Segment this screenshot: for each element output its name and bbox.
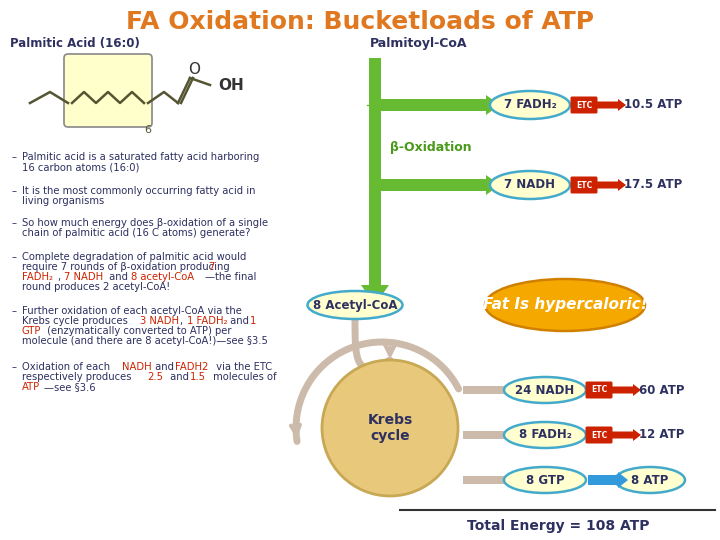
Text: ETC: ETC: [591, 386, 607, 395]
Polygon shape: [361, 285, 389, 305]
Text: 8 Acetyl-CoA: 8 Acetyl-CoA: [312, 299, 397, 312]
Text: respectively produces: respectively produces: [22, 372, 135, 382]
Ellipse shape: [307, 291, 402, 319]
Text: 1.5: 1.5: [190, 372, 206, 382]
Text: 16 carbon atoms (16:0): 16 carbon atoms (16:0): [22, 162, 140, 172]
Text: OH: OH: [218, 78, 244, 93]
Text: 2.5: 2.5: [147, 372, 163, 382]
Text: living organisms: living organisms: [22, 196, 104, 206]
Text: GTP: GTP: [22, 326, 41, 336]
Text: 3 NADH: 3 NADH: [140, 316, 179, 326]
Text: ATP: ATP: [22, 382, 40, 392]
Text: Fat Is hypercaloric!: Fat Is hypercaloric!: [482, 298, 647, 313]
Text: –: –: [12, 218, 17, 228]
FancyArrow shape: [596, 179, 626, 191]
FancyArrow shape: [611, 429, 641, 441]
Text: 7 NADH: 7 NADH: [64, 272, 103, 282]
Text: molecules of: molecules of: [210, 372, 276, 382]
Text: –: –: [12, 362, 17, 372]
FancyArrow shape: [588, 472, 628, 488]
Text: Krebs cycle produces: Krebs cycle produces: [22, 316, 131, 326]
Ellipse shape: [490, 91, 570, 119]
Text: round produces 2 acetyl-CoA!: round produces 2 acetyl-CoA!: [22, 282, 170, 292]
Text: 7: 7: [208, 262, 215, 272]
Text: and: and: [167, 372, 192, 382]
Text: O: O: [188, 63, 200, 78]
FancyArrow shape: [463, 383, 528, 397]
Text: 8 FADH₂: 8 FADH₂: [518, 429, 572, 442]
Text: –: –: [12, 306, 17, 316]
Text: NADH: NADH: [122, 362, 152, 372]
Text: 60 ATP: 60 ATP: [639, 383, 685, 396]
Ellipse shape: [504, 377, 586, 403]
Polygon shape: [486, 175, 500, 195]
Ellipse shape: [615, 467, 685, 493]
Text: –: –: [12, 186, 17, 196]
Text: —the final: —the final: [205, 272, 256, 282]
Polygon shape: [486, 95, 500, 115]
FancyBboxPatch shape: [585, 427, 613, 443]
Text: —see §3.6: —see §3.6: [44, 382, 96, 392]
Text: 7 FADH₂: 7 FADH₂: [503, 98, 557, 111]
Text: 1 FADH₂: 1 FADH₂: [187, 316, 228, 326]
Text: 8 GTP: 8 GTP: [526, 474, 564, 487]
Text: 24 NADH: 24 NADH: [516, 383, 575, 396]
Text: It is the most commonly occurring fatty acid in: It is the most commonly occurring fatty …: [22, 186, 256, 196]
FancyArrow shape: [463, 473, 528, 487]
Text: ETC: ETC: [591, 430, 607, 440]
Text: Palmitoyl-CoA: Palmitoyl-CoA: [370, 37, 467, 51]
Text: 8 ATP: 8 ATP: [631, 474, 669, 487]
Bar: [381, 179, 486, 191]
Text: FADH2: FADH2: [175, 362, 208, 372]
FancyBboxPatch shape: [570, 97, 598, 113]
FancyArrow shape: [596, 99, 626, 111]
Text: chain of palmitic acid (16 C atoms) generate?: chain of palmitic acid (16 C atoms) gene…: [22, 228, 251, 238]
Text: ETC: ETC: [576, 100, 592, 110]
FancyArrow shape: [463, 428, 528, 442]
Text: via the ETC: via the ETC: [213, 362, 272, 372]
FancyBboxPatch shape: [64, 54, 152, 127]
Text: require 7 rounds of β-oxidation producing: require 7 rounds of β-oxidation producin…: [22, 262, 233, 272]
Text: 12 ATP: 12 ATP: [639, 429, 685, 442]
Ellipse shape: [490, 171, 570, 199]
Text: Total Energy = 108 ATP: Total Energy = 108 ATP: [467, 519, 649, 533]
Text: FADH₂: FADH₂: [22, 272, 53, 282]
Text: Complete degradation of palmitic acid would: Complete degradation of palmitic acid wo…: [22, 252, 246, 262]
Text: Oxidation of each: Oxidation of each: [22, 362, 113, 372]
Text: ETC: ETC: [576, 180, 592, 190]
Text: Palmitic acid is a saturated fatty acid harboring: Palmitic acid is a saturated fatty acid …: [22, 152, 259, 162]
Text: 8 acetyl-CoA: 8 acetyl-CoA: [131, 272, 194, 282]
FancyBboxPatch shape: [570, 177, 598, 193]
Text: 17.5 ATP: 17.5 ATP: [624, 179, 683, 192]
Ellipse shape: [485, 279, 645, 331]
Text: 6: 6: [145, 125, 151, 135]
Ellipse shape: [504, 422, 586, 448]
Text: and: and: [227, 316, 252, 326]
Text: Krebs
cycle: Krebs cycle: [367, 413, 413, 443]
Bar: [369, 58, 381, 285]
Text: and: and: [106, 272, 131, 282]
Text: 10.5 ATP: 10.5 ATP: [624, 98, 683, 111]
Text: Further oxidation of each acetyl-CoA via the: Further oxidation of each acetyl-CoA via…: [22, 306, 242, 316]
Text: (enzymatically converted to ATP) per: (enzymatically converted to ATP) per: [44, 326, 232, 336]
Text: 1: 1: [250, 316, 256, 326]
Text: 7 NADH: 7 NADH: [505, 179, 556, 192]
FancyBboxPatch shape: [585, 381, 613, 399]
Text: and: and: [152, 362, 177, 372]
Text: –: –: [12, 152, 17, 162]
Text: ,: ,: [58, 272, 64, 282]
Text: FA Oxidation: Bucketloads of ATP: FA Oxidation: Bucketloads of ATP: [126, 10, 594, 34]
Text: –: –: [12, 252, 17, 262]
Text: Palmitic Acid (16:0): Palmitic Acid (16:0): [10, 37, 140, 51]
FancyArrow shape: [611, 384, 641, 396]
Ellipse shape: [504, 467, 586, 493]
Text: molecule (and there are 8 acetyl-CoA!)—see §3.5: molecule (and there are 8 acetyl-CoA!)—s…: [22, 336, 268, 346]
Circle shape: [322, 360, 458, 496]
Text: ,: ,: [180, 316, 186, 326]
Text: So how much energy does β-oxidation of a single: So how much energy does β-oxidation of a…: [22, 218, 268, 228]
Text: β-Oxidation: β-Oxidation: [390, 141, 472, 154]
Bar: [381, 99, 486, 111]
